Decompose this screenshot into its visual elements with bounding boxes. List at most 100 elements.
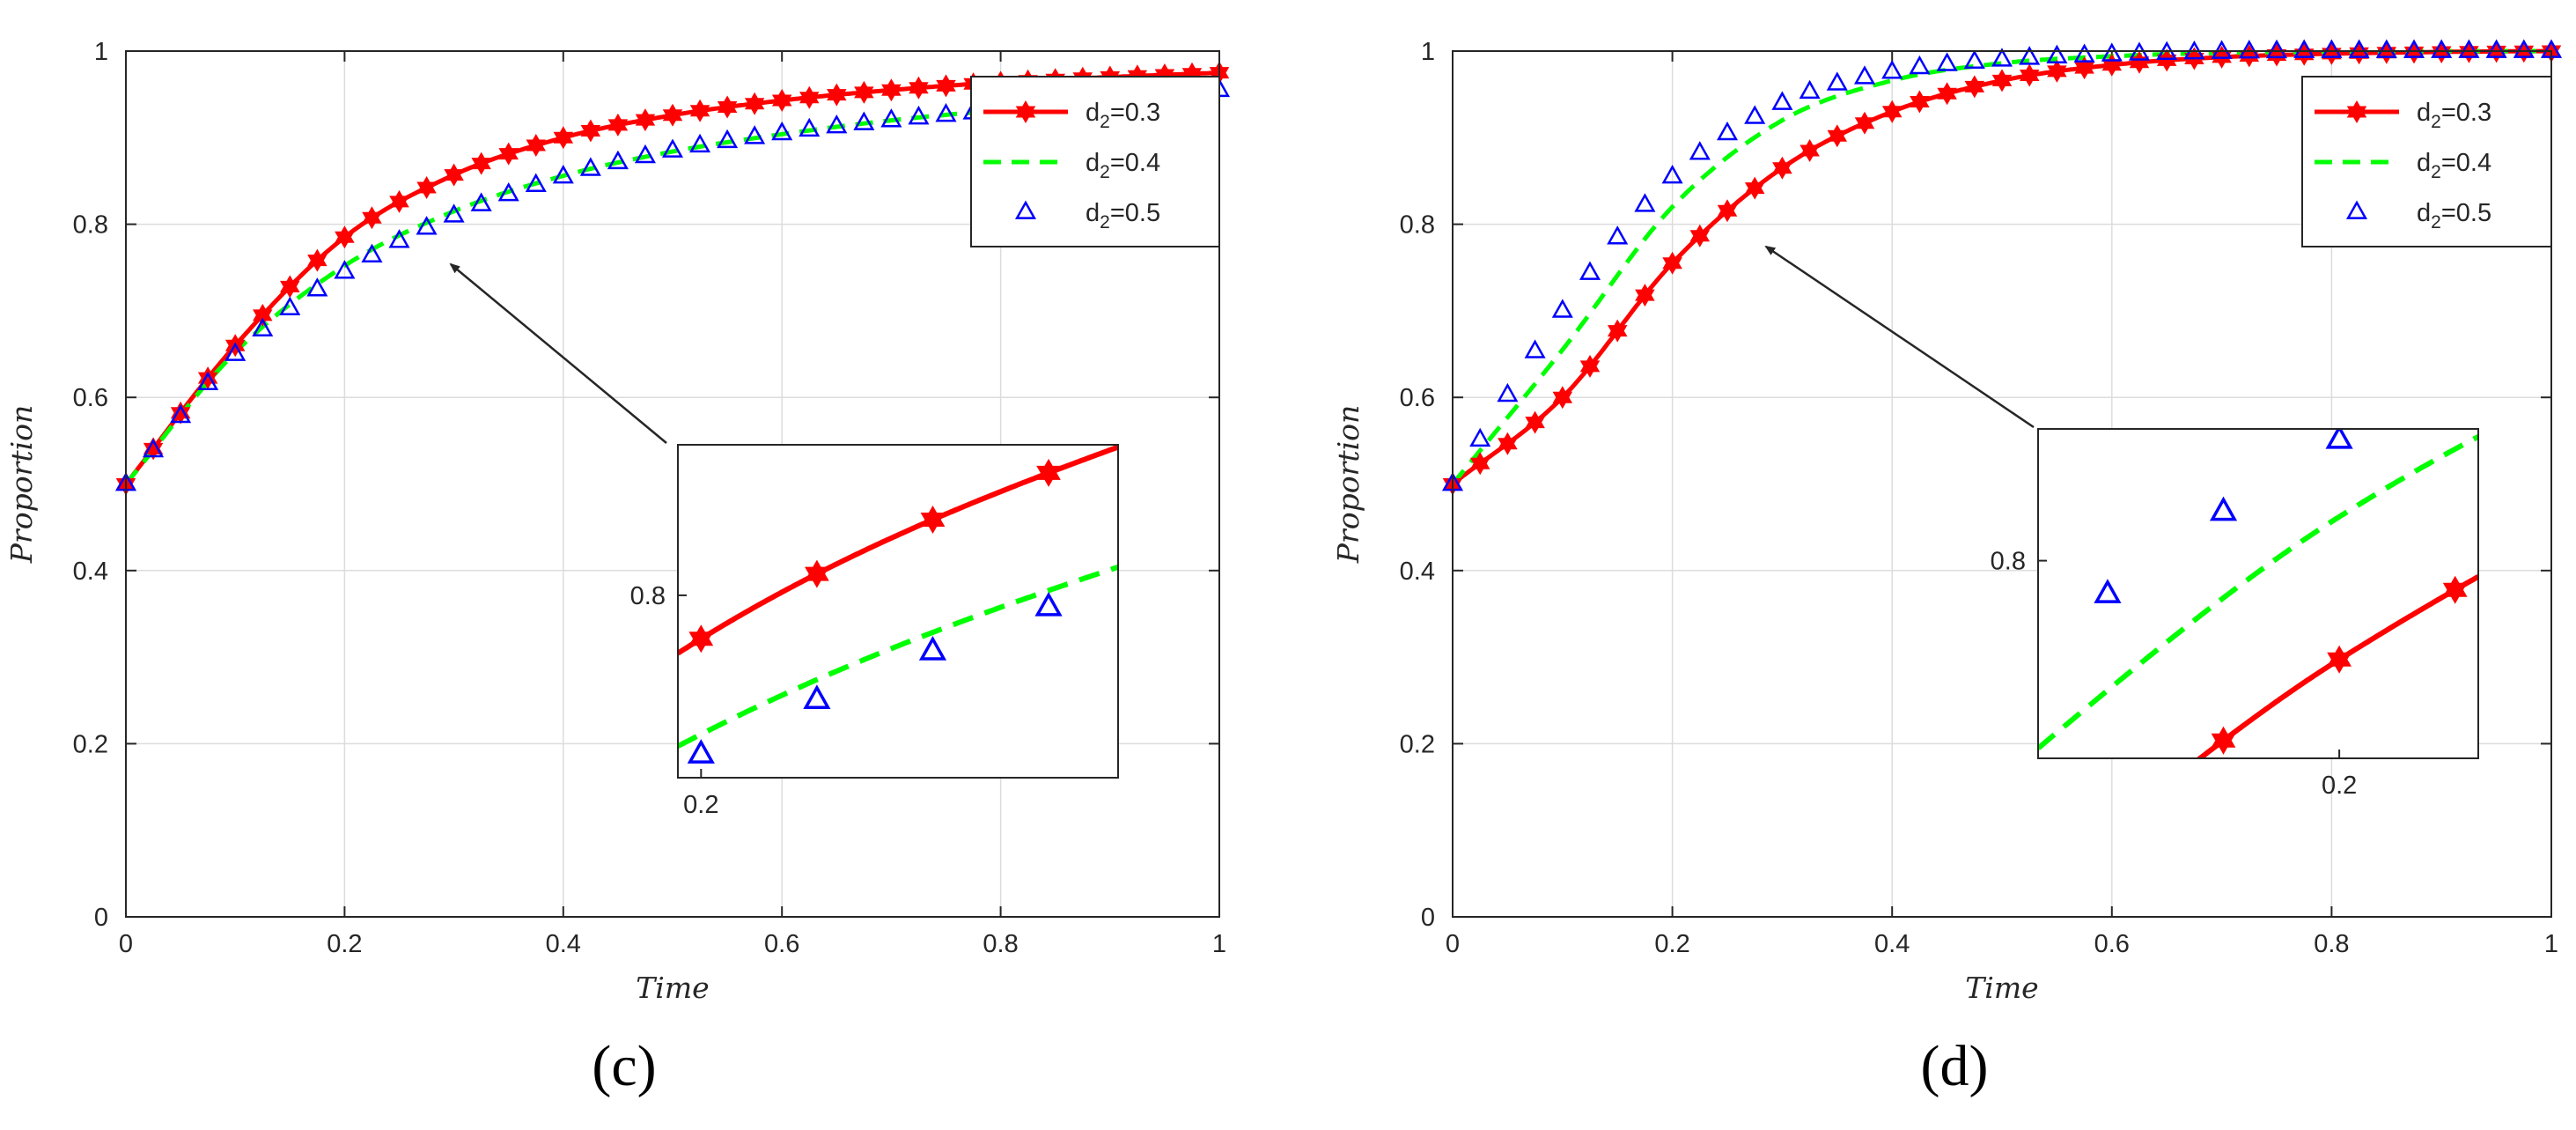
data-point xyxy=(661,138,684,158)
legend-label-1: d2=0.4 xyxy=(2417,149,2491,182)
x-tick-label: 1 xyxy=(1212,930,1226,958)
data-point xyxy=(799,85,820,109)
data-point xyxy=(1937,82,1957,106)
data-point xyxy=(2156,48,2177,72)
legend-swatch-marker xyxy=(1015,100,1036,123)
data-point xyxy=(662,103,683,127)
data-point xyxy=(909,76,929,100)
y-tick-label: 1 xyxy=(94,38,108,66)
data-point xyxy=(1853,65,1876,85)
x-tick-label: 0.6 xyxy=(2094,930,2130,958)
data-point xyxy=(1607,225,1629,245)
inset-y-tick-label: 0.8 xyxy=(630,582,666,610)
data-point xyxy=(1910,90,1930,114)
inset-frame xyxy=(2037,428,2479,759)
inset-series-line-1 xyxy=(678,564,1118,749)
inset-zoom: 0.2 0.8 xyxy=(630,444,1119,819)
data-point xyxy=(2019,63,2040,87)
legend-swatch-marker xyxy=(1014,200,1037,219)
inset-data-point xyxy=(1034,591,1063,617)
data-point xyxy=(2321,39,2343,58)
data-point xyxy=(2046,44,2068,64)
data-point xyxy=(1963,49,1985,70)
data-point xyxy=(2375,39,2397,58)
y-tick-label: 0.6 xyxy=(73,384,108,412)
data-point xyxy=(1635,284,1655,307)
y-tick-label: 1 xyxy=(1421,38,1435,66)
data-point xyxy=(362,206,382,230)
data-point xyxy=(143,438,165,458)
data-point xyxy=(1854,111,1875,135)
legend-label-2: d2=0.5 xyxy=(1086,199,1160,233)
inset-data-point xyxy=(2094,579,2122,603)
data-point xyxy=(1744,105,1766,124)
x-tick-label: 1 xyxy=(2544,930,2558,958)
data-point xyxy=(2074,56,2094,80)
legend-swatch-marker xyxy=(2345,200,2368,219)
data-point xyxy=(853,111,875,130)
data-point xyxy=(1744,176,1765,200)
inset-data-point xyxy=(2325,429,2353,449)
data-point xyxy=(498,142,519,166)
data-point xyxy=(880,108,902,128)
data-point xyxy=(306,277,328,297)
x-tick-label: 0.4 xyxy=(546,930,581,958)
data-point xyxy=(143,437,164,461)
data-point xyxy=(744,92,765,115)
legend-label-1: d2=0.4 xyxy=(1086,149,1160,182)
data-point xyxy=(2073,43,2095,63)
data-point xyxy=(2293,39,2315,58)
data-point xyxy=(416,175,437,200)
data-point xyxy=(1497,382,1519,403)
data-point xyxy=(470,192,492,211)
y-tick-label: 0.2 xyxy=(1400,730,1435,758)
y-axis-label: Proportion xyxy=(4,405,39,565)
data-point xyxy=(443,203,465,223)
data-point xyxy=(2238,40,2260,59)
data-point xyxy=(2101,42,2123,62)
data-point xyxy=(689,133,711,153)
data-point xyxy=(799,117,821,137)
data-point xyxy=(1771,91,1793,110)
data-point xyxy=(936,74,956,98)
data-point xyxy=(1964,75,1985,99)
data-point xyxy=(389,189,409,213)
data-point xyxy=(1469,427,1491,447)
data-point xyxy=(607,150,629,170)
data-point xyxy=(197,371,219,390)
data-point xyxy=(580,119,601,143)
data-point xyxy=(827,83,847,107)
zoom-arrow xyxy=(449,262,667,444)
data-point xyxy=(2265,39,2288,59)
data-point xyxy=(881,78,902,102)
data-point xyxy=(771,89,792,112)
inset-x-tick-label: 0.2 xyxy=(2322,772,2357,800)
inset-x-tick-label: 0.2 xyxy=(683,791,718,819)
axes-frame xyxy=(125,50,1220,918)
y-tick-label: 0 xyxy=(1421,904,1435,932)
legend-label-2: d2=0.5 xyxy=(2417,199,2491,233)
data-point xyxy=(334,260,356,279)
data-point xyxy=(635,108,656,132)
x-tick-label: 0.6 xyxy=(764,930,799,958)
x-tick-label: 0.8 xyxy=(983,930,1018,958)
data-point xyxy=(1800,139,1820,162)
data-point xyxy=(170,403,192,424)
data-point xyxy=(553,126,574,150)
data-point xyxy=(2513,39,2535,58)
legend-label-0: d2=0.3 xyxy=(1086,99,1160,132)
y-tick-label: 0.6 xyxy=(1400,384,1435,412)
data-point xyxy=(771,121,793,141)
inset-data-point xyxy=(2211,726,2236,755)
x-axis-label: Time xyxy=(1965,971,2038,1005)
panel-label: (d) xyxy=(1921,1034,1989,1098)
series-line-1 xyxy=(1451,48,2551,486)
legend-label-0: d2=0.3 xyxy=(2417,99,2491,132)
data-point xyxy=(1661,164,1683,184)
data-point xyxy=(1579,261,1601,280)
chart-panel-d: 0 0.2 0.4 0.6 0.8 1 0 0.2 0.4 0.6 0.8 1 Time Proporti… xyxy=(1331,38,2563,1098)
data-point xyxy=(1579,354,1601,378)
inset-data-point xyxy=(688,624,714,654)
data-point xyxy=(525,173,547,192)
x-axis-label: Time xyxy=(636,971,709,1005)
